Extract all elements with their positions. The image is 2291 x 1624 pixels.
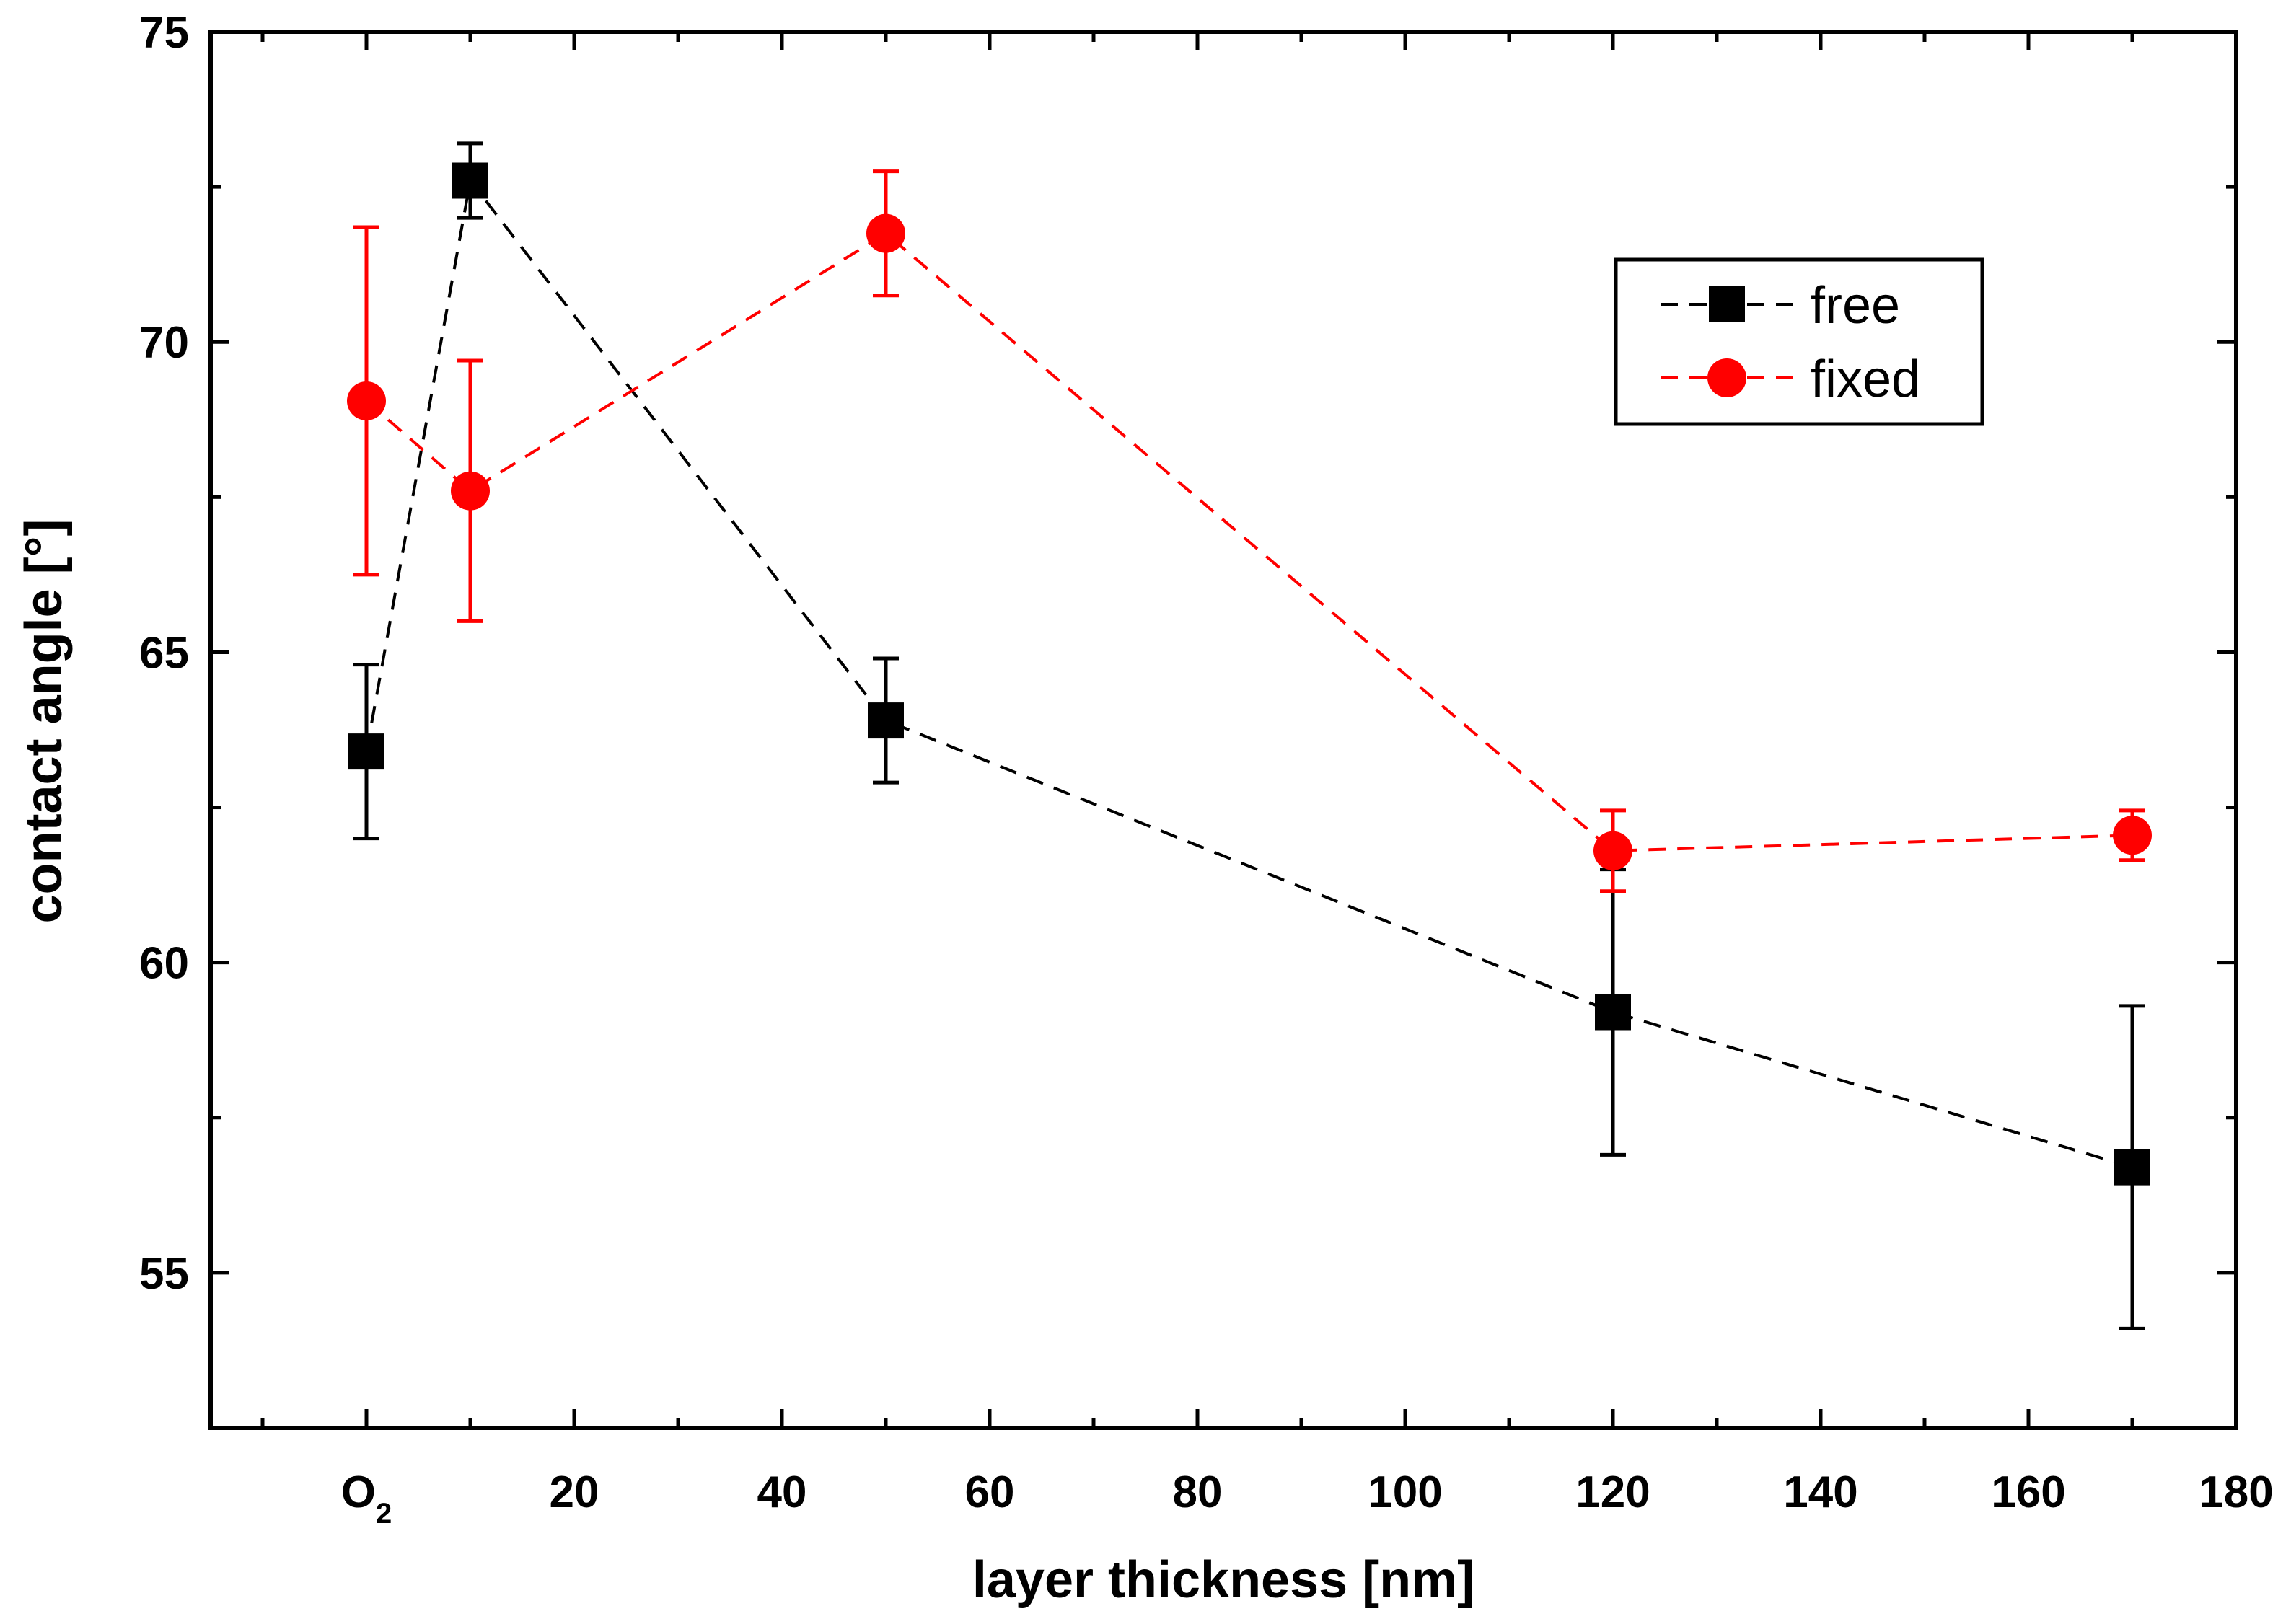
y-tick-label: 70: [139, 318, 189, 368]
x-tick-label: 180: [2199, 1468, 2273, 1517]
legend-label-free: free: [1811, 277, 1900, 335]
data-point-fixed: [1593, 831, 1632, 870]
legend-label-fixed: fixed: [1811, 350, 1920, 408]
y-axis-title: contact angle [°]: [15, 519, 73, 924]
x-tick-label: 60: [965, 1468, 1015, 1517]
x-tick-subscript: 2: [376, 1498, 392, 1530]
data-point-fixed: [347, 381, 386, 420]
data-point-free: [348, 733, 384, 770]
x-tick-label: 100: [1368, 1468, 1442, 1517]
data-point-fixed: [866, 213, 905, 253]
legend: free fixed: [1614, 257, 1984, 426]
x-tick-label: O2: [341, 1468, 392, 1530]
x-tick-label: 120: [1575, 1468, 1650, 1517]
legend-marker-free: [1709, 286, 1745, 322]
x-axis-title: layer thickness [nm]: [972, 1551, 1474, 1609]
x-tick-label: 20: [550, 1468, 599, 1517]
data-point-free: [2114, 1149, 2150, 1186]
data-point-fixed: [451, 471, 490, 511]
x-tick-label: 140: [1783, 1468, 1857, 1517]
plot-frame: [208, 30, 2238, 1430]
y-tick-label: 55: [139, 1249, 189, 1299]
x-tick-label: 80: [1173, 1468, 1223, 1517]
data-point-fixed: [2113, 816, 2152, 855]
series-line-free: [365, 177, 2133, 1169]
series-layer: [347, 141, 2152, 1330]
y-tick-label: 65: [139, 628, 189, 678]
x-tick-label: 160: [1991, 1468, 2065, 1517]
axis-ticks: [211, 30, 2238, 1428]
series-line-fixed: [365, 231, 2133, 852]
data-point-free: [1595, 994, 1631, 1031]
legend-box: [1614, 257, 1984, 426]
y-tick-label: 60: [139, 939, 189, 989]
y-tick-label: 75: [139, 8, 189, 58]
series-free: [348, 141, 2150, 1330]
data-point-free: [868, 702, 904, 739]
data-point-free: [452, 162, 488, 199]
legend-marker-fixed: [1707, 358, 1746, 397]
x-tick-label: 40: [757, 1468, 807, 1517]
series-fixed: [347, 169, 2152, 893]
